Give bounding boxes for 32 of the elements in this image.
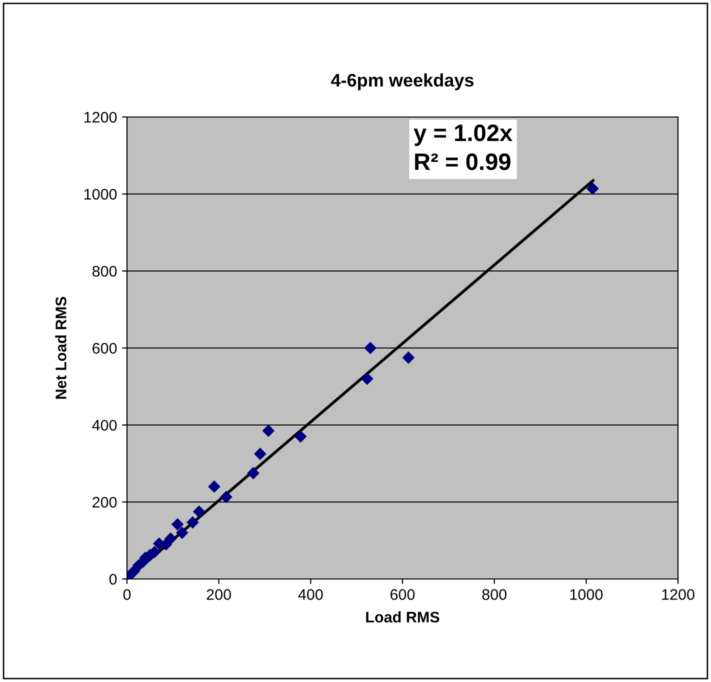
x-axis-title: Load RMS [366,611,440,623]
point [364,342,377,354]
point [247,466,260,480]
point [186,516,199,529]
point [176,526,188,540]
x-tick-label: 1200 [662,589,694,600]
annotation: y = 1.02x R² = 0.99 [414,124,512,170]
point [294,430,307,443]
point [254,448,266,460]
point [402,351,415,364]
y-tick-label: 600 [92,342,117,354]
point [192,505,206,518]
y-axis-title: Net Load RMS [55,296,66,399]
y-tick-label: 0 [109,574,117,585]
x-tick-label: 1000 [570,589,603,600]
y-tick-label: 1200 [84,112,117,123]
point [208,480,220,493]
point [262,424,275,437]
y-tick-label: 400 [92,420,117,431]
point [360,372,374,386]
y-tick-label: 800 [92,266,117,277]
x-tick-label: 200 [206,589,231,600]
x-tick-label: 800 [482,589,506,600]
point [586,182,599,195]
chart-title: 4-6pm weekdays [331,73,474,90]
y-tick-label: 200 [92,496,117,508]
y-tick-label: 1000 [84,188,117,200]
x-tick-label: 400 [298,589,323,600]
point [171,518,184,531]
x-tick-label: 600 [390,589,415,600]
point [220,490,232,504]
x-tick-label: 0 [123,589,131,600]
